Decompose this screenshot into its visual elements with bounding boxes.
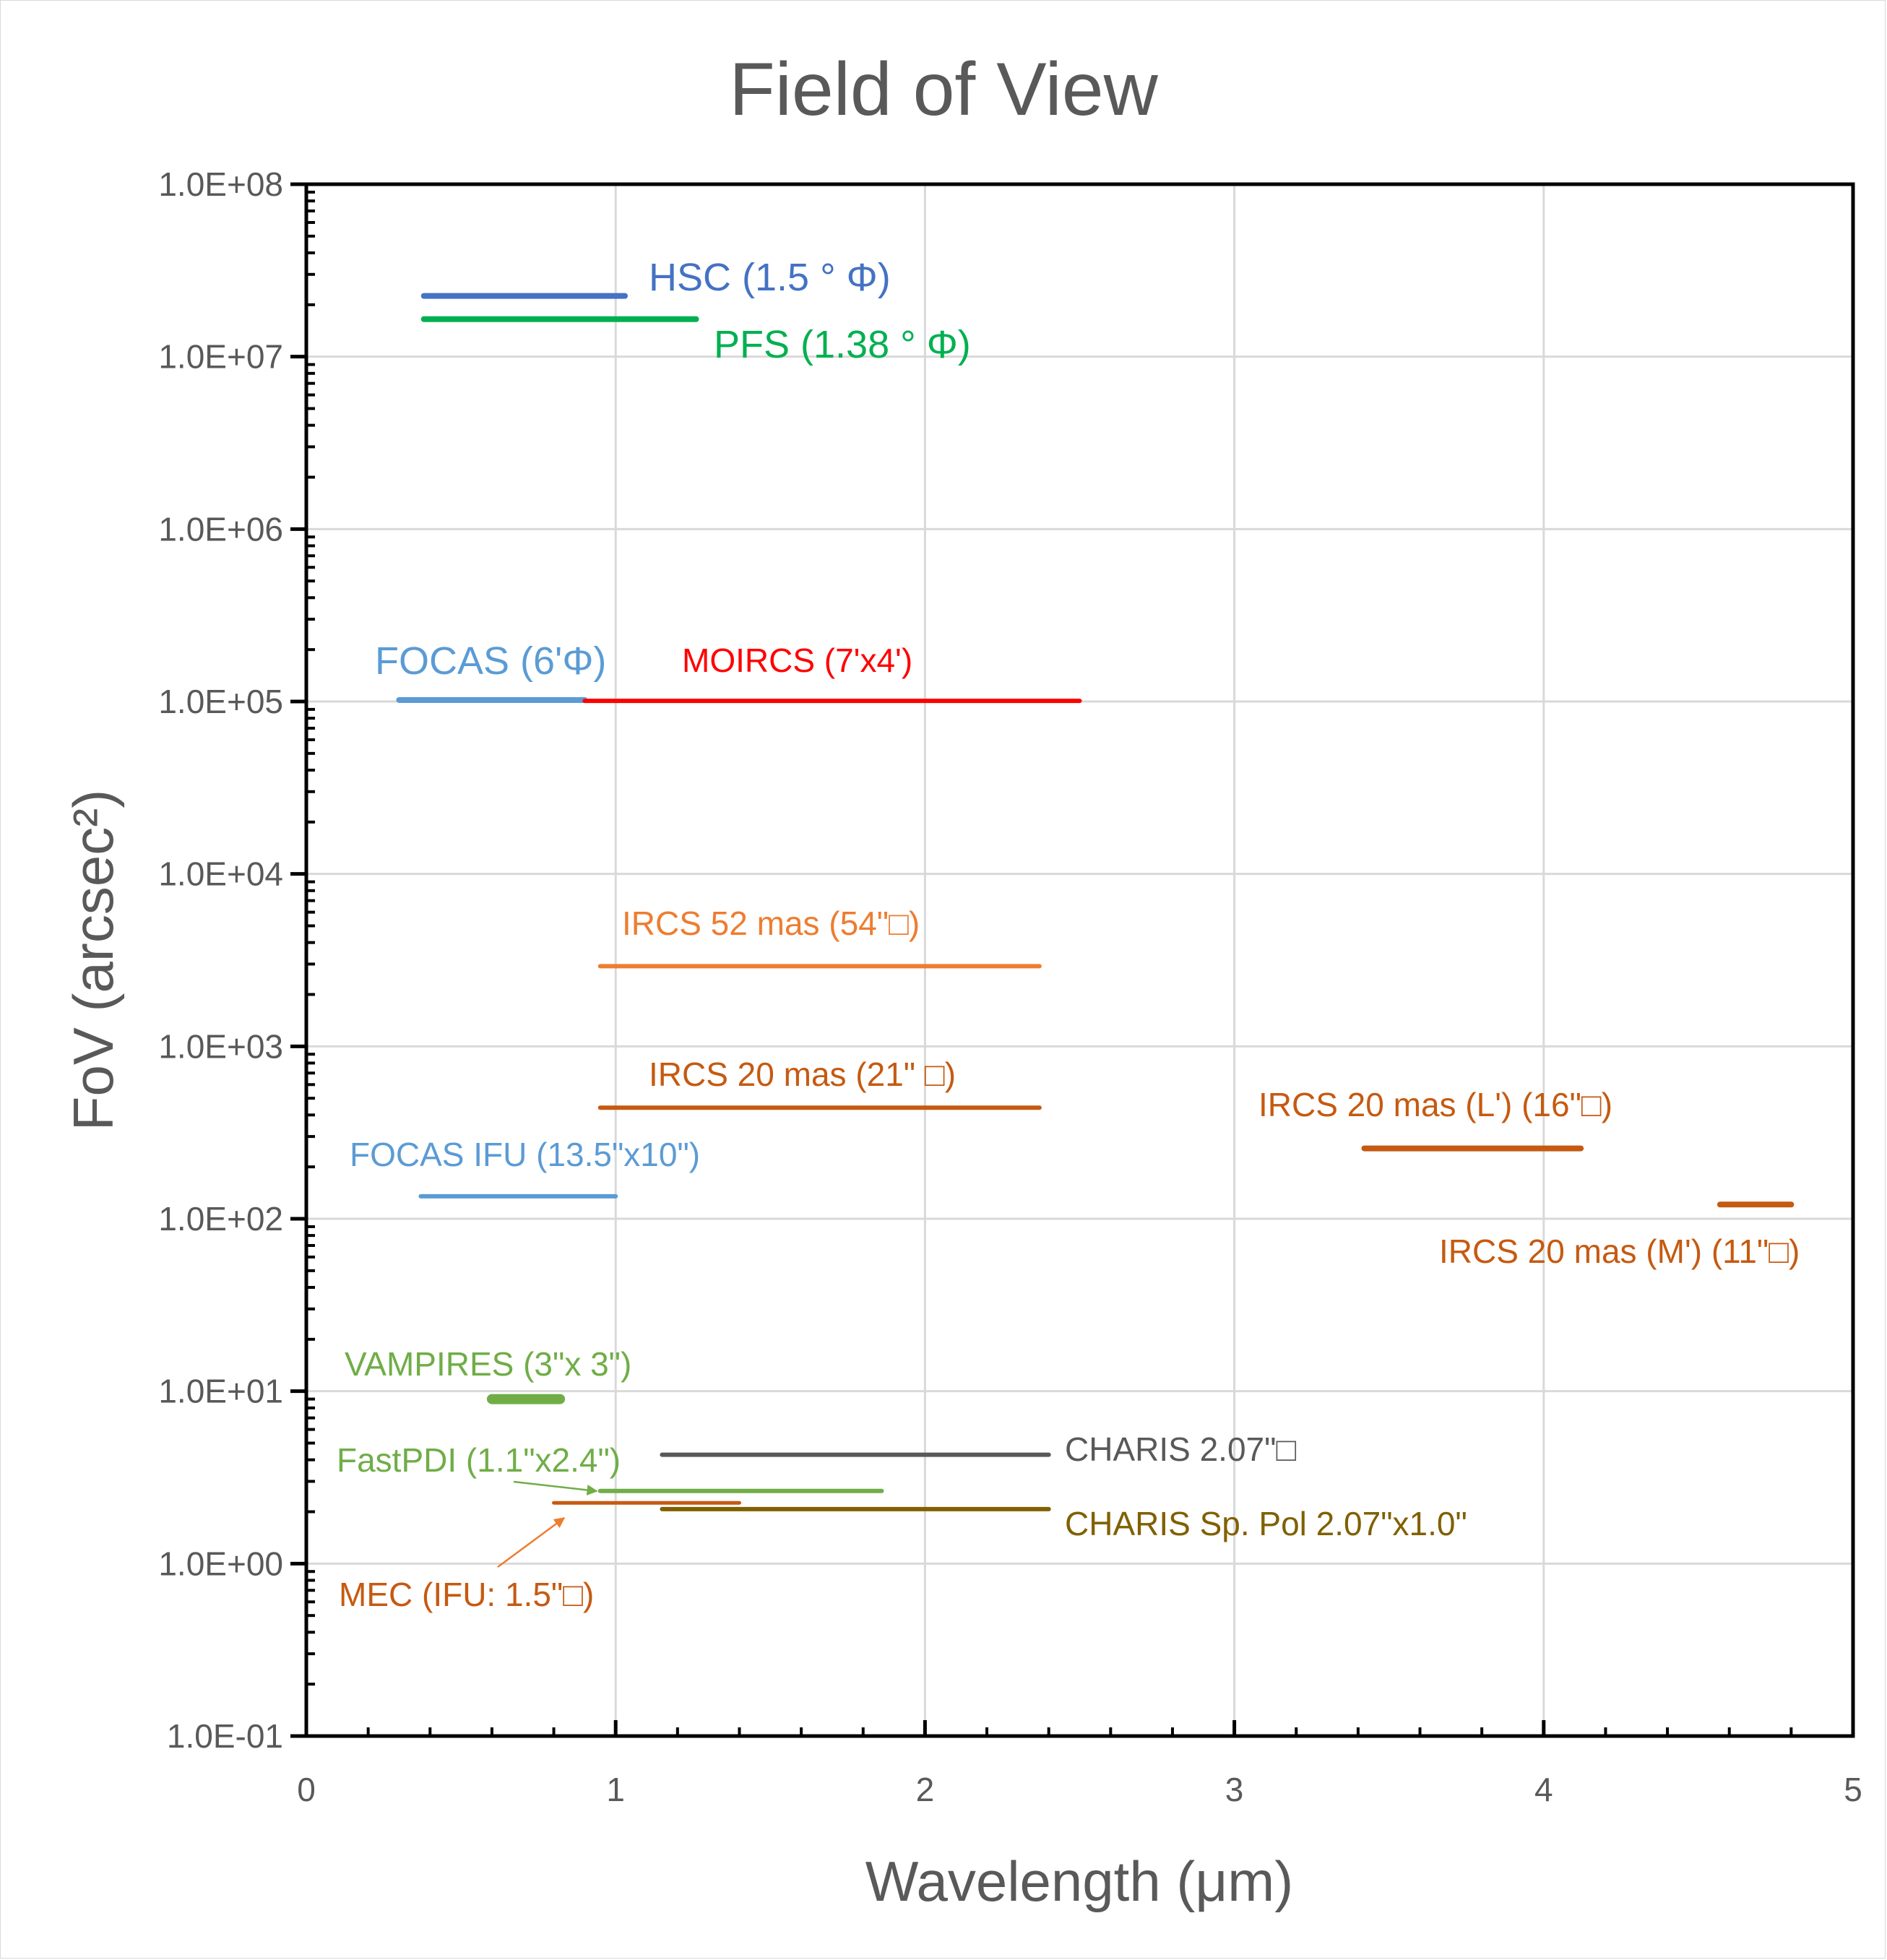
chart-title: Field of View <box>729 48 1158 131</box>
x-tick-label: 2 <box>916 1771 935 1808</box>
y-tick-label: 1.0E+02 <box>158 1200 283 1238</box>
series-label: PFS (1.38 ° Φ) <box>714 323 971 366</box>
series-label: FOCAS IFU (13.5"x10") <box>350 1136 700 1173</box>
x-tick-labels: 0 1 2 3 4 5 <box>297 1771 1862 1808</box>
series-layer <box>396 293 1795 1511</box>
y-tick-label: 1.0E+04 <box>158 855 283 893</box>
grid <box>306 183 1853 1737</box>
x-tick-label: 4 <box>1534 1771 1553 1808</box>
x-tick-label: 5 <box>1844 1771 1862 1808</box>
y-axis-label: FoV (arcsec²) <box>61 790 125 1131</box>
mec-arrow <box>497 1516 566 1568</box>
series-label: IRCS 20 mas (21" □) <box>649 1055 956 1093</box>
annotations: HSC (1.5 ° Φ) PFS (1.38 ° Φ) FOCAS (6'Φ) MO… <box>337 256 1800 1613</box>
series-label: VAMPIRES (3"x 3") <box>345 1345 631 1383</box>
y-tick-label: 1.0E+01 <box>158 1373 283 1410</box>
x-tick-label: 1 <box>606 1771 625 1808</box>
series-label: IRCS 20 mas (L') (16"□) <box>1258 1086 1612 1123</box>
y-tick-label: 1.0E+03 <box>158 1027 283 1065</box>
y-tick-label: 1.0E+00 <box>158 1545 283 1582</box>
fastpdi-arrow <box>513 1480 598 1495</box>
plot-area-border <box>304 182 1855 1738</box>
y-tick-labels: 1.0E-01 1.0E+00 1.0E+01 1.0E+02 1.0E+03 1.0E+… <box>158 165 283 1755</box>
series-label: CHARIS Sp. Pol 2.07"x1.0" <box>1065 1505 1467 1542</box>
x-axis-label: Wavelength (μm) <box>865 1849 1294 1913</box>
series-label: FastPDI (1.1"x2.4") <box>337 1441 621 1479</box>
x-tick-label: 3 <box>1225 1771 1244 1808</box>
series-label: FOCAS (6'Φ) <box>375 639 606 683</box>
y-tick-label: 1.0E+07 <box>158 338 283 376</box>
x-tick-label: 0 <box>297 1771 316 1808</box>
y-tick-label: 1.0E-01 <box>167 1717 283 1755</box>
y-tick-label: 1.0E+06 <box>158 510 283 548</box>
series-label: MOIRCS (7'x4') <box>682 642 912 679</box>
series-label: HSC (1.5 ° Φ) <box>649 256 891 299</box>
series-label: CHARIS 2.07"□ <box>1065 1430 1296 1468</box>
y-tick-label: 1.0E+05 <box>158 683 283 720</box>
series-label: IRCS 52 mas (54"□) <box>622 905 920 942</box>
series-label: MEC (IFU: 1.5"□) <box>339 1576 594 1613</box>
y-tick-label: 1.0E+08 <box>158 165 283 203</box>
series-label: IRCS 20 mas (M') (11"□) <box>1439 1232 1800 1270</box>
axis-ticks <box>290 182 1855 1738</box>
